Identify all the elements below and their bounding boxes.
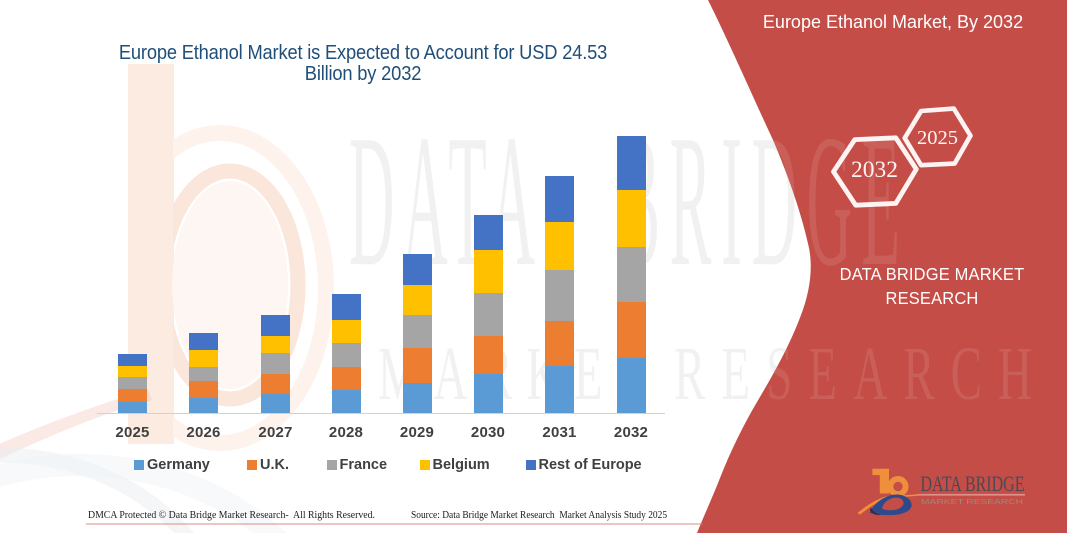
svg-text:DATA BRIDGE: DATA BRIDGE [921, 471, 1025, 496]
svg-text:MARKET RESEARCH: MARKET RESEARCH [921, 497, 1023, 506]
